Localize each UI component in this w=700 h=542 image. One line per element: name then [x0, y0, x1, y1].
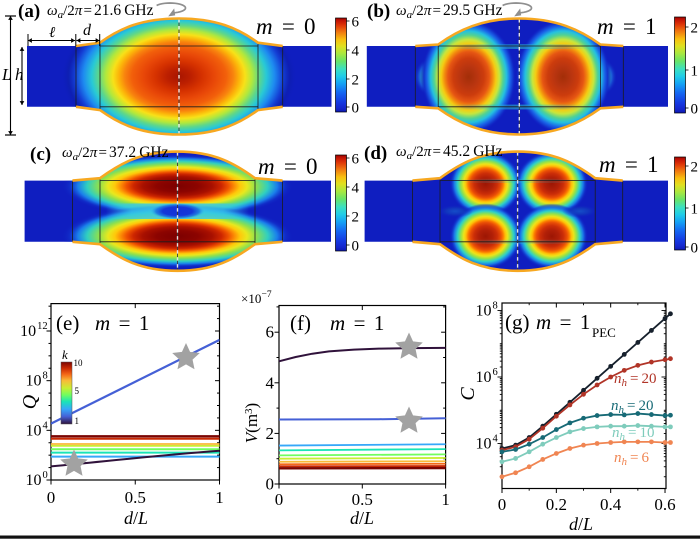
svg-text:m = 0: m = 0: [258, 154, 318, 179]
svg-text:(f): (f): [290, 311, 311, 335]
svg-text:8: 8: [43, 371, 48, 382]
svg-text:0: 0: [275, 490, 284, 509]
svg-text:0: 0: [47, 488, 56, 507]
svg-text:m = 1: m = 1: [536, 310, 590, 334]
svg-text:ωa/2π =: ωa/2π =: [47, 3, 93, 21]
svg-text:2: 2: [266, 424, 275, 443]
svg-text:d/L: d/L: [124, 508, 148, 528]
svg-text:6: 6: [352, 15, 360, 31]
svg-text:0: 0: [43, 470, 48, 481]
svg-text:2: 2: [352, 73, 360, 89]
svg-text:12: 12: [37, 321, 48, 332]
svg-text:1: 1: [215, 488, 224, 507]
svg-text:0.2: 0.2: [546, 495, 567, 514]
svg-text:ωa/2π =: ωa/2π =: [396, 3, 442, 21]
svg-text:2: 2: [691, 21, 699, 37]
svg-text:29.5 GHz: 29.5 GHz: [443, 2, 503, 19]
svg-text:nh = 10: nh = 10: [612, 425, 654, 443]
svg-text:4: 4: [266, 373, 275, 392]
svg-text:1: 1: [441, 490, 450, 509]
svg-text:10: 10: [26, 422, 42, 439]
svg-text:m = 1: m = 1: [599, 152, 659, 177]
svg-text:0: 0: [266, 475, 275, 494]
svg-text:(d): (d): [364, 143, 387, 164]
svg-text:0.6: 0.6: [654, 495, 675, 514]
svg-text:(b): (b): [367, 1, 390, 22]
svg-text:d: d: [83, 22, 92, 39]
svg-text:1: 1: [691, 202, 699, 218]
svg-text:m = 0: m = 0: [256, 14, 316, 39]
svg-text:5: 5: [75, 386, 80, 396]
svg-text:m = 1: m = 1: [330, 311, 384, 335]
svg-text:ℓ: ℓ: [49, 25, 55, 41]
svg-text:10: 10: [26, 373, 42, 390]
svg-text:nh = 20: nh = 20: [614, 371, 656, 389]
svg-text:(a): (a): [18, 1, 40, 22]
svg-text:0.5: 0.5: [125, 488, 146, 507]
svg-text:0: 0: [691, 102, 699, 118]
svg-text:nh = 20: nh = 20: [611, 398, 653, 416]
svg-text:37.2 GHz: 37.2 GHz: [109, 144, 169, 161]
svg-text:m = 1: m = 1: [95, 311, 149, 335]
svg-text:(g): (g): [505, 310, 530, 334]
svg-text:L: L: [1, 65, 11, 84]
svg-text:×10: ×10: [241, 291, 261, 306]
svg-text:ωa/2π =: ωa/2π =: [62, 145, 108, 163]
svg-text:0: 0: [352, 239, 360, 255]
svg-text:0: 0: [352, 101, 360, 117]
svg-text:4: 4: [493, 434, 499, 445]
svg-text:10: 10: [74, 358, 84, 368]
svg-text:(c): (c): [30, 144, 51, 165]
svg-text:ωa/2π =: ωa/2π =: [396, 144, 442, 162]
svg-text:nh = 6: nh = 6: [614, 450, 649, 468]
svg-text:d/L: d/L: [569, 514, 593, 534]
svg-text:Q: Q: [19, 394, 41, 409]
svg-text:−7: −7: [262, 290, 272, 300]
svg-text:k: k: [62, 347, 68, 362]
svg-text:6: 6: [493, 367, 498, 378]
svg-text:10: 10: [20, 323, 36, 340]
svg-text:4: 4: [352, 181, 360, 197]
svg-text:10: 10: [476, 303, 492, 320]
svg-text:45.2 GHz: 45.2 GHz: [443, 143, 503, 160]
svg-text:(e): (e): [56, 311, 79, 335]
svg-text:21.6 GHz: 21.6 GHz: [94, 2, 154, 19]
svg-text:10: 10: [476, 369, 492, 386]
svg-text:1: 1: [75, 416, 80, 426]
svg-text:6: 6: [352, 152, 360, 168]
svg-text:V(m3): V(m3): [242, 403, 261, 443]
svg-text:m = 1: m = 1: [597, 14, 657, 39]
svg-text:10: 10: [476, 436, 492, 453]
svg-text:0: 0: [498, 495, 507, 514]
svg-text:h: h: [15, 65, 24, 84]
svg-text:C: C: [457, 387, 479, 401]
svg-text:4: 4: [43, 420, 49, 431]
svg-text:6: 6: [266, 323, 275, 342]
svg-text:2: 2: [691, 160, 699, 176]
svg-text:0.4: 0.4: [600, 495, 622, 514]
svg-text:0.5: 0.5: [352, 490, 373, 509]
svg-text:8: 8: [493, 301, 498, 312]
svg-text:PEC: PEC: [592, 325, 616, 340]
svg-text:1: 1: [691, 64, 699, 80]
svg-text:d/L: d/L: [350, 508, 374, 528]
svg-text:2: 2: [352, 210, 360, 226]
svg-text:4: 4: [352, 44, 360, 60]
svg-text:0: 0: [691, 241, 699, 257]
svg-text:10: 10: [26, 472, 42, 489]
